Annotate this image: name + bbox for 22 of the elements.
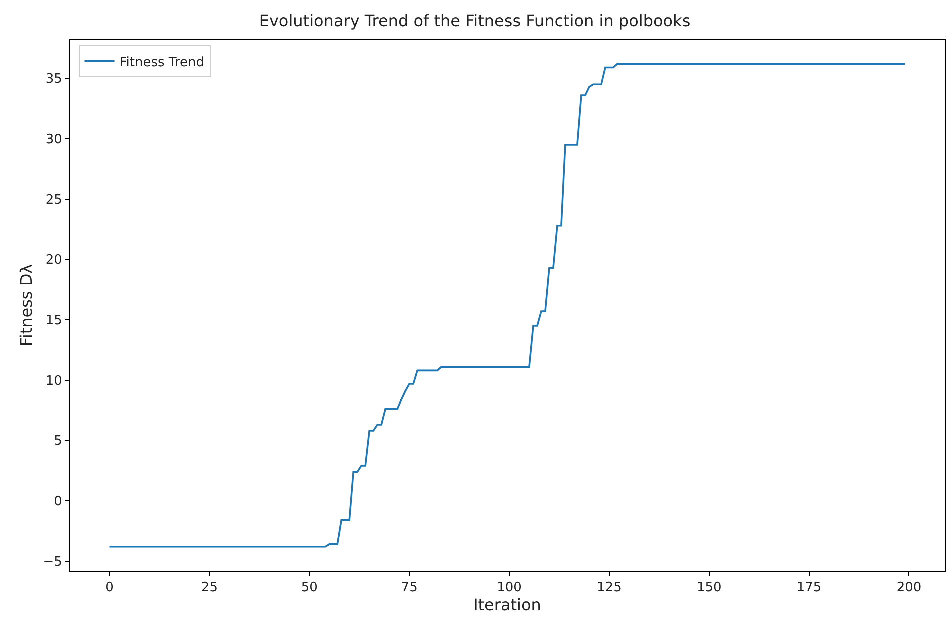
y-tick-label: 15 bbox=[46, 314, 62, 329]
x-tick-label: 50 bbox=[301, 580, 318, 596]
y-tick-label: 10 bbox=[46, 374, 62, 389]
y-tick-label: 25 bbox=[46, 192, 62, 208]
x-axis-title: Iteration bbox=[474, 596, 542, 615]
chart-title: Evolutionary Trend of the Fitness Function in polbooks bbox=[259, 12, 691, 31]
y-tick-label: 35 bbox=[46, 72, 62, 88]
y-tick-label: 30 bbox=[46, 132, 62, 148]
x-tick-label: 200 bbox=[896, 580, 922, 596]
y-axis-title: Fitness Dλ bbox=[17, 264, 36, 347]
y-tick-label: 0 bbox=[54, 494, 62, 510]
y-tick-label: 20 bbox=[46, 253, 62, 268]
x-tick-label: 25 bbox=[201, 580, 218, 596]
x-tick-label: 150 bbox=[696, 580, 722, 596]
x-tick-label: 125 bbox=[597, 580, 622, 596]
legend-label: Fitness Trend bbox=[120, 55, 204, 70]
x-tick-label: 175 bbox=[796, 580, 822, 596]
x-tick-label: 75 bbox=[401, 580, 418, 596]
y-tick-label: −5 bbox=[43, 554, 62, 570]
y-tick-label: 5 bbox=[54, 434, 62, 450]
x-tick-label: 100 bbox=[497, 580, 522, 596]
x-tick-label: 0 bbox=[106, 580, 114, 596]
